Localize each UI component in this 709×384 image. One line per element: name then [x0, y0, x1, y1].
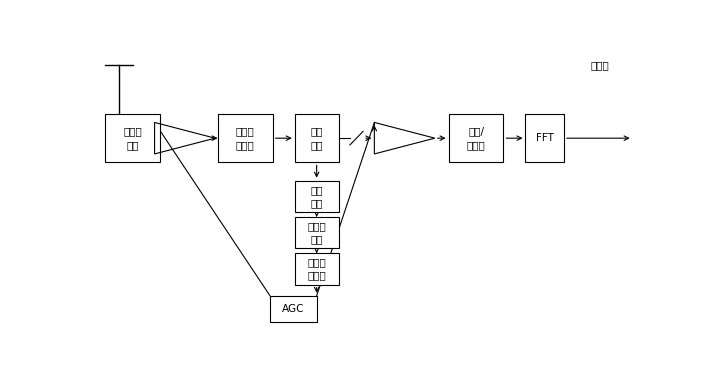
FancyBboxPatch shape [295, 253, 339, 285]
Text: 求湮生
序列: 求湮生 序列 [307, 221, 326, 244]
Text: FFT: FFT [536, 133, 554, 143]
Text: 模数
变换: 模数 变换 [311, 127, 323, 150]
Text: 模拟正
交解调: 模拟正 交解调 [236, 127, 255, 150]
FancyBboxPatch shape [525, 114, 564, 162]
Text: 去交织: 去交织 [591, 60, 609, 71]
FancyBboxPatch shape [295, 180, 339, 212]
FancyBboxPatch shape [218, 114, 273, 162]
Text: 带通滤
波器: 带通滤 波器 [123, 127, 142, 150]
Text: AGC: AGC [282, 304, 305, 314]
FancyBboxPatch shape [270, 296, 317, 323]
FancyBboxPatch shape [295, 217, 339, 248]
Text: 同步/
下变频: 同步/ 下变频 [467, 127, 486, 150]
Text: 功率
统计: 功率 统计 [311, 185, 323, 208]
FancyBboxPatch shape [295, 114, 339, 162]
FancyBboxPatch shape [449, 114, 503, 162]
Text: 检测有
无信号: 检测有 无信号 [307, 257, 326, 281]
FancyBboxPatch shape [105, 114, 160, 162]
